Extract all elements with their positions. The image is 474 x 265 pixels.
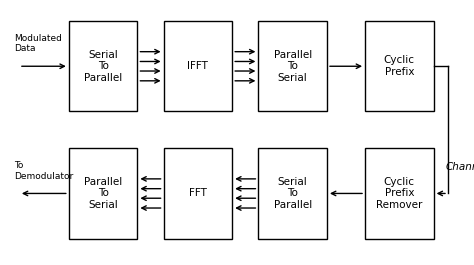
Bar bbox=[69, 21, 137, 111]
Text: Parallel
To
Serial: Parallel To Serial bbox=[84, 177, 122, 210]
Bar bbox=[258, 21, 327, 111]
Bar bbox=[365, 148, 434, 238]
Text: Serial
To
Parallel: Serial To Parallel bbox=[273, 177, 312, 210]
Bar bbox=[164, 148, 232, 238]
Text: To
Demodulator: To Demodulator bbox=[14, 161, 73, 181]
Text: Channel: Channel bbox=[446, 162, 474, 172]
Text: Parallel
To
Serial: Parallel To Serial bbox=[273, 50, 312, 83]
Text: Cyclic
Prefix: Cyclic Prefix bbox=[384, 55, 415, 77]
Bar bbox=[69, 148, 137, 238]
Text: Serial
To
Parallel: Serial To Parallel bbox=[84, 50, 122, 83]
Text: Cyclic
Prefix
Remover: Cyclic Prefix Remover bbox=[376, 177, 422, 210]
Bar bbox=[164, 21, 232, 111]
Text: FFT: FFT bbox=[189, 188, 207, 198]
Text: IFFT: IFFT bbox=[187, 61, 209, 71]
Bar bbox=[365, 21, 434, 111]
Bar bbox=[258, 148, 327, 238]
Text: Modulated
Data: Modulated Data bbox=[14, 34, 62, 54]
